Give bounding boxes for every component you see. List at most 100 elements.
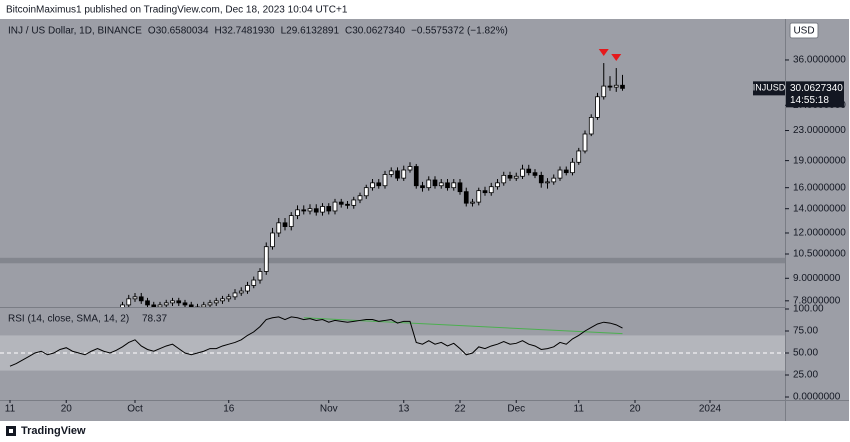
candle-body	[413, 166, 419, 187]
x-tick-label: Oct	[127, 404, 143, 415]
candle-body	[620, 84, 625, 89]
candle-body	[207, 302, 213, 306]
candle-body	[382, 174, 388, 187]
candle-body	[476, 190, 482, 203]
y-tick-label: 36.0000000	[793, 55, 846, 66]
rsi-y-tick-label: 0.0000000	[793, 392, 841, 403]
rsi-y-tick-label: 50.00	[793, 348, 818, 359]
candle-body	[532, 172, 538, 176]
price-box	[786, 81, 844, 108]
candle-body	[607, 85, 613, 88]
x-tick-label: 20	[61, 404, 73, 415]
candle-body	[257, 271, 263, 281]
candle-body	[332, 201, 338, 212]
candle-body	[245, 285, 250, 292]
candle-body	[401, 169, 407, 179]
y-tick-label: 16.0000000	[793, 182, 846, 193]
candle-body	[495, 182, 500, 188]
candle-body	[232, 292, 238, 298]
candle-body	[357, 195, 363, 201]
candle-body	[388, 170, 394, 175]
candle-body	[507, 174, 513, 179]
candle-body	[132, 296, 138, 300]
x-tick-label: 2024	[699, 404, 722, 415]
candle-body	[238, 290, 244, 294]
candle-body	[595, 96, 600, 118]
overlay: O30.6580034 H32.7481930 L29.6132891 C30.062…	[5, 26, 846, 415]
price-pane	[0, 49, 785, 307]
candle-body	[613, 84, 619, 88]
candle-body	[345, 203, 350, 206]
ohlc-legend: C30.0627340	[345, 26, 405, 37]
candle-body	[182, 302, 188, 306]
candle-body	[570, 161, 575, 174]
candle-body	[445, 182, 450, 189]
candle-body	[457, 182, 463, 193]
countdown: 14:55:18	[790, 95, 829, 106]
candle-body	[601, 85, 607, 98]
candle-body	[351, 199, 357, 206]
candle-body	[438, 182, 444, 187]
candle-body	[420, 185, 425, 189]
x-tick-label: 11	[5, 404, 16, 415]
candle-body	[582, 133, 588, 152]
candle-body	[263, 246, 269, 272]
y-tick-label: 23.0000000	[793, 125, 846, 136]
ohlc-legend: O30.6580034	[148, 26, 209, 37]
ohlc-legend: H32.7481930	[215, 26, 275, 37]
currency: USD	[793, 26, 814, 37]
footer-brand: TradingView	[21, 425, 86, 437]
candle-body	[170, 300, 175, 304]
candle-body	[526, 168, 532, 174]
symbol-label: INJUSD	[753, 83, 786, 93]
candle-body	[520, 168, 525, 177]
candle-body	[163, 302, 169, 306]
x-tick-label: Dec	[507, 404, 525, 415]
symbol-title: INJ / US Dollar, 1D, BINANCE	[8, 26, 142, 37]
logo	[6, 426, 16, 436]
candle-body	[426, 179, 432, 189]
x-tick-label: 22	[454, 404, 466, 415]
candle-body	[488, 186, 494, 194]
candle-body	[307, 208, 313, 212]
candle-body	[270, 232, 275, 248]
candle-body	[295, 209, 300, 217]
y-tick-label: 14.0000000	[793, 203, 846, 214]
rsi-y-tick-label: 100.00	[793, 304, 824, 315]
candle-body	[188, 304, 194, 307]
candle-body	[407, 166, 413, 171]
candle-body	[501, 174, 507, 184]
candle-body	[470, 201, 475, 204]
candle-body	[226, 296, 232, 300]
candle-body	[576, 150, 582, 163]
candle-body	[126, 298, 132, 306]
rsi-pane	[0, 316, 785, 371]
candle-body	[588, 116, 594, 135]
rsi-y-tick-label: 75.00	[793, 326, 818, 337]
candle-body	[301, 209, 307, 212]
candle-body	[320, 206, 325, 213]
peak-marker	[611, 54, 622, 62]
candle-body	[138, 296, 144, 302]
rsi-title: RSI (14, close, SMA, 14, 2)	[8, 314, 129, 325]
candle-body	[176, 300, 182, 304]
candle-body	[220, 298, 225, 302]
candle-body	[395, 170, 400, 179]
rsi-last: 78.37	[142, 314, 167, 325]
candle-body	[251, 279, 257, 286]
candle-body	[120, 304, 125, 307]
y-tick-label: 7.8000000	[793, 295, 841, 306]
candle-body	[451, 182, 457, 189]
x-tick-label: 11	[574, 404, 585, 415]
candle-body	[157, 304, 163, 307]
peak-marker	[598, 49, 609, 57]
candle-body	[482, 190, 488, 194]
candle-body	[326, 206, 332, 212]
x-tick-label: 16	[223, 404, 235, 415]
x-tick-label: 20	[629, 404, 641, 415]
candle-body	[151, 304, 157, 307]
x-tick-label: 13	[398, 404, 410, 415]
ohlc-legend: L29.6132891	[281, 26, 340, 37]
rsi-y-tick-label: 25.00	[793, 370, 818, 381]
